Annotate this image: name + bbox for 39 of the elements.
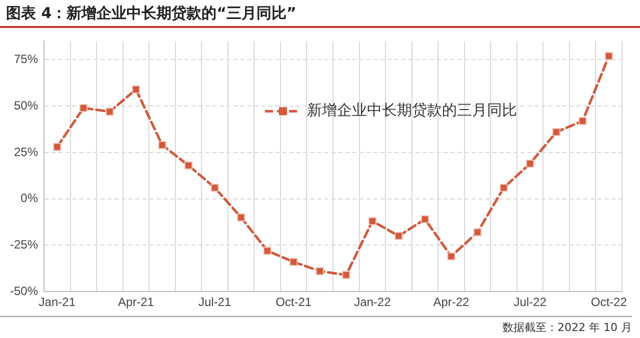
chart-title: 图表 4：新增企业中长期贷款的“三月同比”: [0, 0, 640, 28]
x-tick-label: Apr-22: [433, 295, 470, 310]
point: [500, 184, 508, 192]
point: [316, 267, 324, 276]
point: [368, 217, 376, 226]
point: [79, 104, 88, 112]
point: [526, 160, 534, 168]
text: 数据截至：2022 年 10 月: [0, 316, 632, 335]
x-tick-label: Jul-21: [198, 295, 232, 310]
point: [473, 228, 482, 236]
x-tick-label: Jan-22: [354, 295, 392, 310]
point: [342, 270, 350, 279]
x-tick-label: Oct-22: [590, 295, 628, 310]
point: [210, 184, 219, 192]
point: [604, 52, 613, 60]
legend-label: 新增企业中长期贷款的三月同比: [307, 101, 518, 120]
y-tick-label: -25%: [10, 238, 38, 252]
point: [106, 108, 114, 116]
point: [184, 161, 193, 170]
y-tick-label: 50%: [14, 98, 38, 112]
point: [447, 252, 456, 260]
x-tick-label: Jan-21: [38, 295, 76, 310]
y-tick-label: -50%: [10, 284, 38, 298]
point: [237, 213, 246, 222]
point: [420, 215, 429, 224]
y-tick-label: 25%: [14, 144, 38, 159]
x-tick-label: Oct-21: [276, 295, 312, 310]
y-tick-label: 75%: [14, 52, 38, 66]
point: [578, 116, 587, 125]
point: [158, 141, 166, 150]
point: [53, 142, 62, 151]
x-tick-label: Apr-21: [118, 295, 154, 310]
point: [263, 246, 272, 255]
x-tick-label: Jul-22: [514, 295, 547, 310]
point: [552, 128, 560, 136]
point: [394, 232, 403, 240]
point: [290, 258, 298, 266]
y-tick-label: 0%: [20, 191, 38, 206]
point: [132, 85, 140, 94]
